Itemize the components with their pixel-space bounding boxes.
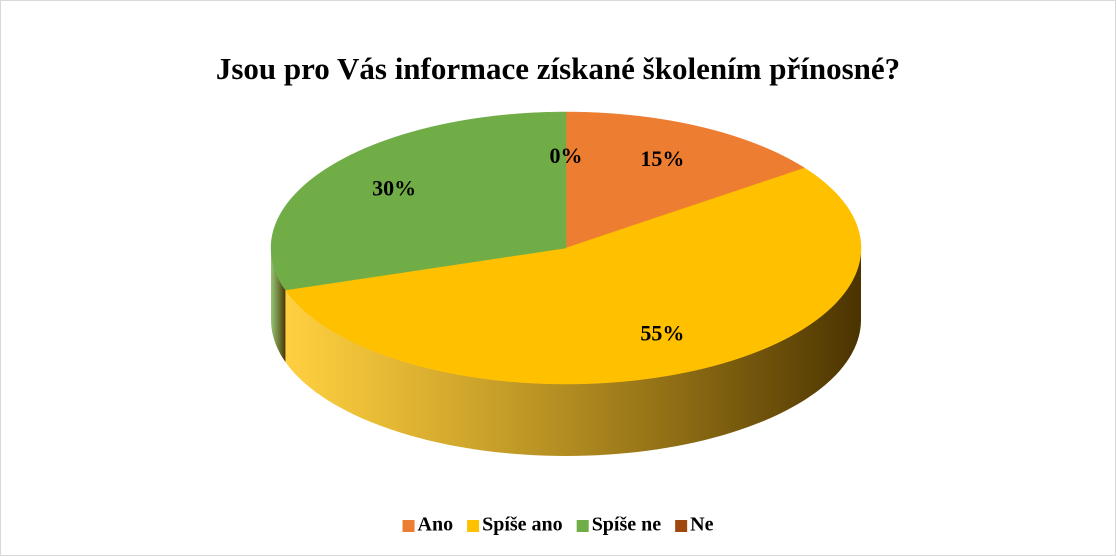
chart-title: Jsou pro Vás informace získané školením … xyxy=(216,51,900,86)
legend-label: Ne xyxy=(690,514,713,536)
data-label: 55% xyxy=(640,320,684,345)
legend: Ano Spíše ano Spíše ne Ne xyxy=(402,514,714,536)
legend-swatch xyxy=(675,520,688,532)
pie-side xyxy=(271,248,286,363)
pie-slice xyxy=(284,167,862,385)
data-label: 0% xyxy=(550,143,583,168)
legend-label: Spíše ano xyxy=(482,514,563,536)
pie-side xyxy=(285,248,861,456)
data-label: 30% xyxy=(372,175,416,200)
legend-swatch xyxy=(467,520,480,532)
pie-slice xyxy=(565,111,806,249)
legend-label: Spíše ne xyxy=(592,514,662,536)
legend-swatch xyxy=(576,520,589,532)
legend-label: Ano xyxy=(418,514,454,536)
data-label: 15% xyxy=(640,146,684,171)
legend-swatch xyxy=(402,520,415,532)
pie-slice xyxy=(270,111,567,291)
